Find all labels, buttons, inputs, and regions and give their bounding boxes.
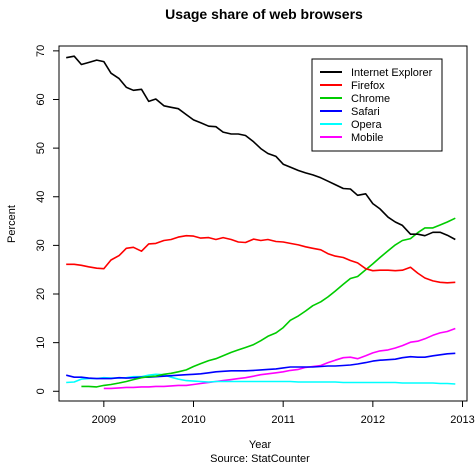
series-line-mobile [103, 327, 456, 390]
y-axis: 0 10 20 30 40 50 60 70 [35, 45, 59, 394]
legend-label: Safari [351, 106, 380, 118]
y-tick-label: 20 [35, 288, 47, 300]
legend-label: Opera [351, 119, 382, 131]
legend: Internet ExplorerFirefoxChromeSafariOper… [311, 58, 443, 152]
y-tick-label: 30 [35, 239, 47, 251]
y-tick-label: 40 [35, 191, 47, 203]
series-line-internet-explorer [66, 55, 456, 241]
x-tick-label: 2009 [92, 414, 116, 426]
x-axis-label: Year [249, 439, 272, 451]
y-tick-label: 70 [35, 45, 47, 57]
chart-title: Usage share of web browsers [165, 6, 363, 22]
series-layer [66, 55, 456, 390]
legend-label: Internet Explorer [351, 67, 433, 79]
y-tick-label: 10 [35, 337, 47, 349]
series-line-safari [66, 352, 456, 380]
source-note: Source: StatCounter [210, 453, 310, 465]
x-tick-label: 2013 [450, 414, 474, 426]
series-line-firefox [66, 234, 456, 284]
plot-frame [58, 45, 468, 402]
y-tick-label: 60 [35, 93, 47, 105]
x-tick-label: 2012 [361, 414, 385, 426]
legend-box [311, 58, 443, 152]
y-tick-label: 50 [35, 142, 47, 154]
legend-label: Mobile [351, 132, 383, 144]
legend-label: Firefox [351, 80, 385, 92]
x-tick-label: 2010 [181, 414, 205, 426]
y-axis-label: Percent [6, 205, 18, 243]
x-tick-label: 2011 [271, 414, 295, 426]
series-line-chrome [81, 217, 456, 388]
x-axis: 2009 2010 2011 2012 2013 [92, 401, 475, 426]
y-tick-label: 0 [35, 388, 47, 394]
legend-label: Chrome [351, 93, 390, 105]
